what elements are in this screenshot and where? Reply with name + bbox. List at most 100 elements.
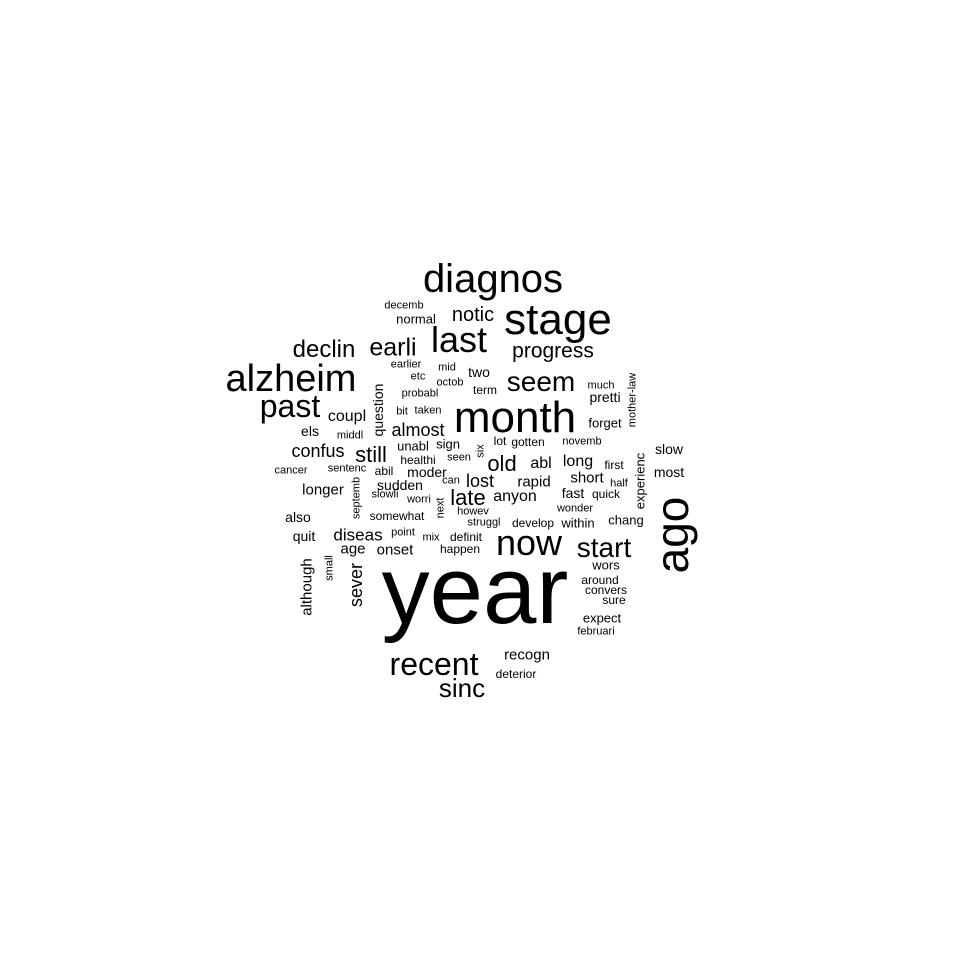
word-unabl: unabl [397, 438, 429, 454]
word-middl: middl [336, 429, 364, 442]
word-next: next [434, 497, 447, 519]
word-earli: earli [369, 333, 417, 362]
word-confus: confus [291, 441, 345, 461]
word-two: two [468, 364, 490, 380]
word-forget: forget [588, 415, 622, 431]
word-sinc: sinc [438, 673, 486, 703]
word-mother-law: mother-law [626, 372, 639, 428]
word-mid: mid [438, 361, 456, 374]
word-abl: abl [530, 455, 552, 472]
word-sign: sign [436, 436, 460, 452]
word-diseas: diseas [333, 525, 383, 545]
word-pretti: pretti [589, 389, 621, 405]
word-normal: normal [396, 311, 436, 327]
word-start: start [576, 532, 632, 563]
word-seen: seen [447, 451, 471, 464]
word-half: half [610, 477, 628, 490]
word-convers: convers [584, 583, 628, 597]
word-somewhat: somewhat [369, 509, 425, 523]
word-sever: sever [346, 562, 366, 608]
word-year: year [381, 537, 569, 644]
word-wonder: wonder [556, 502, 594, 515]
word-struggl: struggl [467, 516, 501, 529]
word-onset: onset [376, 541, 414, 559]
word-late: late [450, 485, 486, 510]
word-longer: longer [302, 481, 344, 499]
word-ago: ago [646, 496, 698, 574]
word-develop: develop [511, 516, 555, 530]
word-decemb: decemb [384, 299, 424, 312]
word-short: short [570, 469, 604, 487]
word-experienc: experienc [632, 452, 648, 510]
word-notic: notic [451, 304, 495, 326]
word-expect: expect [582, 610, 622, 626]
word-term: term [473, 383, 497, 397]
word-moder: moder [407, 464, 447, 480]
word-slow: slow [654, 441, 684, 457]
word-etc: etc [410, 370, 426, 383]
word-still: still [355, 442, 387, 467]
word-long: long [562, 453, 594, 470]
word-worri: worri [407, 493, 431, 506]
word-deterior: deterior [495, 667, 537, 681]
word-small: small [323, 555, 336, 581]
word-much: much [587, 379, 615, 392]
word-last: last [430, 319, 488, 360]
word-most: most [653, 464, 685, 480]
word-around: around [581, 573, 619, 587]
word-mix: mix [422, 531, 440, 544]
word-februari: februari [577, 625, 615, 638]
word-fast: fast [561, 485, 585, 501]
word-anyon: anyon [493, 488, 537, 505]
word-lot: lot [493, 434, 507, 448]
word-also: also [285, 509, 311, 525]
word-earlier: earlier [390, 358, 422, 371]
word-howev: howev [457, 505, 489, 518]
word-first: first [604, 458, 624, 472]
word-quick: quick [591, 487, 621, 501]
word-taken: taken [414, 404, 442, 417]
word-question: question [370, 383, 386, 437]
word-sudden: sudden [377, 477, 423, 493]
word-month: month [453, 393, 577, 442]
word-slowli: slowli [371, 488, 399, 501]
word-old: old [487, 451, 517, 476]
word-lost: lost [465, 471, 495, 491]
word-alzheim: alzheim [225, 358, 357, 400]
word-declin: declin [292, 336, 356, 363]
word-octob: octob [436, 376, 464, 389]
word-coupl: coupl [327, 408, 367, 425]
word-stage: stage [504, 295, 612, 344]
word-progress: progress [512, 339, 594, 363]
word-healthi: healthi [400, 453, 436, 467]
word-six: six [474, 444, 487, 458]
word-within: within [561, 515, 595, 531]
word-quit: quit [292, 528, 316, 544]
word-wors: wors [592, 557, 620, 573]
word-definit: definit [449, 530, 483, 544]
word-past: past [259, 388, 321, 424]
word-sentenc: sentenc [327, 462, 367, 475]
word-els: els [301, 423, 319, 439]
word-cancer: cancer [274, 464, 308, 477]
word-abil: abil [374, 464, 394, 478]
word-almost: almost [391, 420, 445, 440]
word-chang: chang [608, 512, 644, 528]
word-sure: sure [602, 593, 626, 607]
word-point: point [391, 526, 415, 539]
word-novemb: novemb [562, 435, 602, 448]
word-gotten: gotten [511, 435, 545, 449]
word-septemb: septemb [350, 476, 363, 520]
word-bit: bit [396, 405, 408, 418]
word-seem: seem [506, 366, 576, 397]
word-age: age [340, 540, 366, 558]
word-although: although [298, 558, 316, 616]
word-now: now [495, 522, 563, 563]
word-rapid: rapid [517, 473, 551, 491]
word-recogn: recogn [504, 646, 550, 664]
word-happen: happen [439, 542, 481, 556]
word-recent: recent [389, 646, 479, 682]
word-probabl: probabl [401, 387, 439, 400]
word-diagnos: diagnos [422, 257, 564, 301]
